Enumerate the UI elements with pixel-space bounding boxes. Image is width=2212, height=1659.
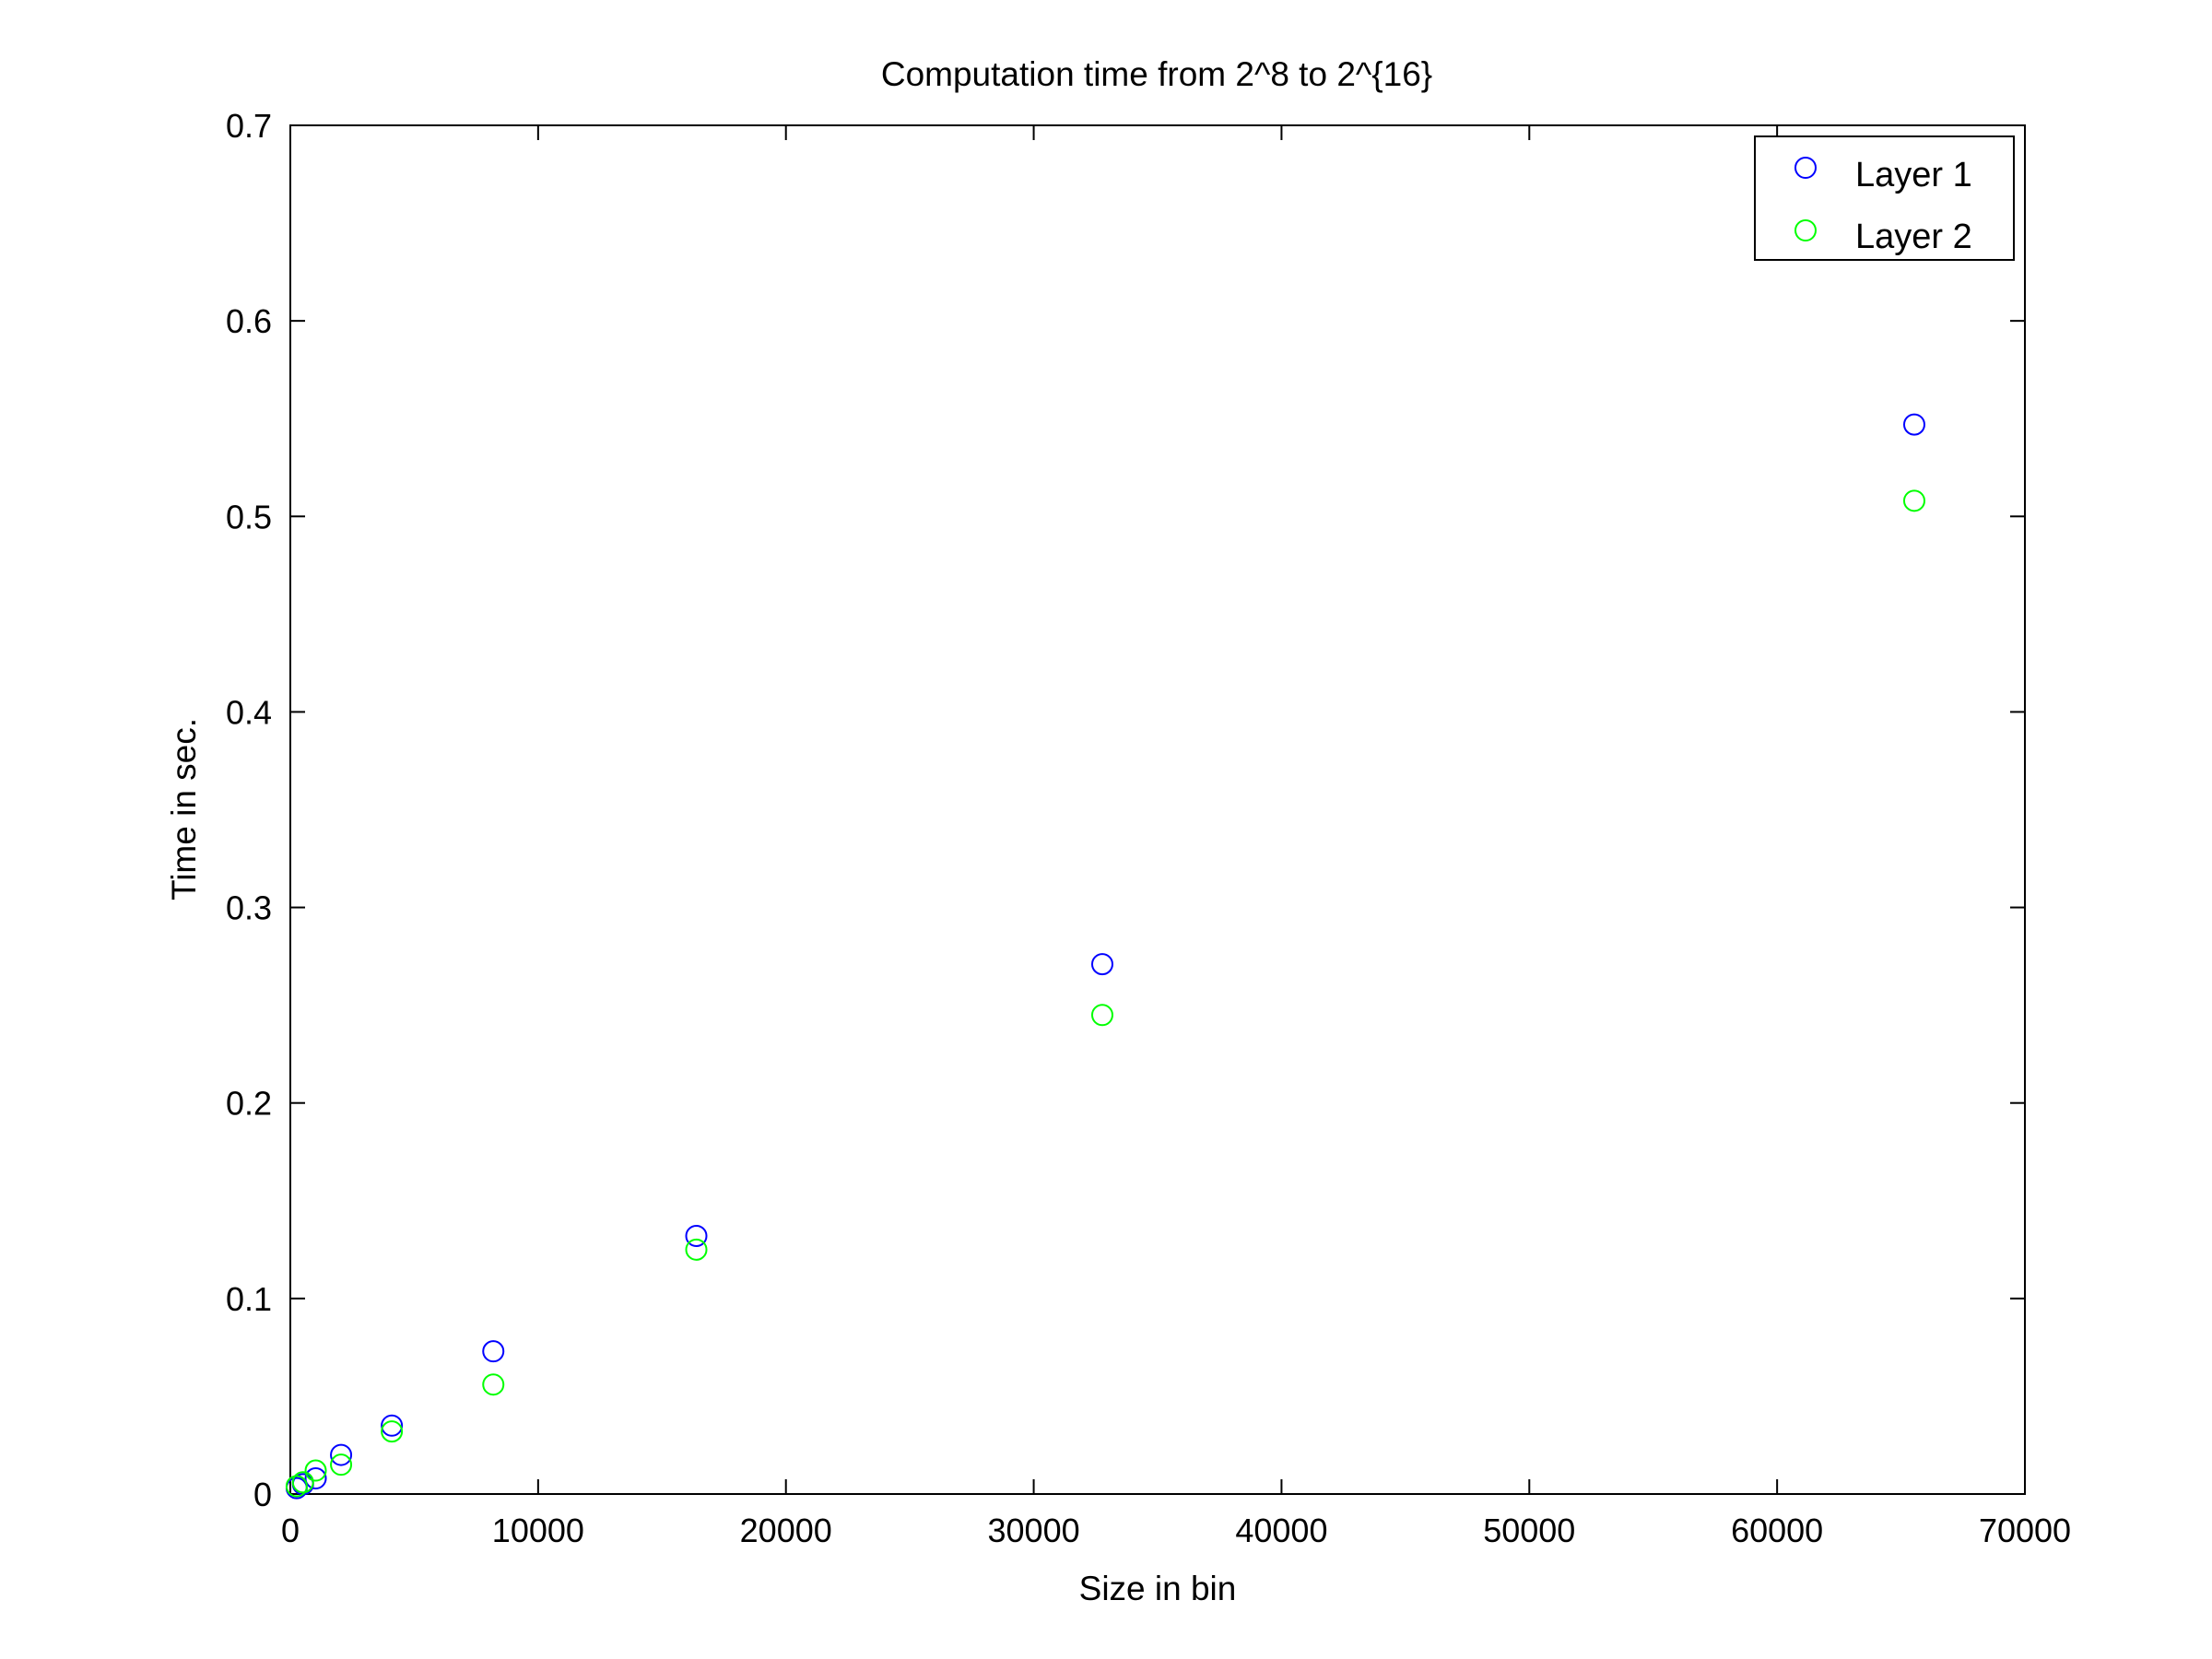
plot-area-frame [289,124,2026,1495]
x-tick-label: 20000 [740,1512,832,1549]
legend-marker-layer-1 [1794,157,1817,179]
data-point [1090,1004,1113,1027]
data-point [304,1459,327,1482]
y-tick-label: 0.1 [226,1280,272,1318]
x-axis-label: Size in bin [1079,1570,1237,1607]
data-point [1902,489,1925,512]
data-point [381,1414,404,1437]
y-tick-label: 0.4 [226,693,272,731]
data-point [285,1475,308,1498]
y-tick-label: 0.6 [226,302,272,340]
y-tick-label: 0.7 [226,107,272,145]
data-points [285,413,1925,1500]
x-tick-label: 60000 [1731,1512,1823,1549]
y-axis-label: Time in sec. [165,718,203,900]
data-point [685,1238,708,1261]
x-tick-label: 0 [281,1512,300,1549]
data-point [482,1340,505,1363]
y-tick-label: 0.3 [226,889,272,927]
data-point [1090,953,1113,976]
legend-box [1754,135,2015,261]
data-point [291,1471,314,1494]
x-tick-label: 30000 [988,1512,1080,1549]
data-point [330,1443,353,1466]
legend-marker-layer-2 [1794,219,1817,241]
y-tick-label: 0.2 [226,1085,272,1123]
data-point [304,1467,327,1490]
data-point [482,1373,505,1396]
x-tick-label: 50000 [1483,1512,1575,1549]
series-layer-2 [285,489,1925,1498]
chart-title: Computation time from 2^8 to 2^{16} [881,55,1432,93]
legend-label-layer-2: Layer 2 [1855,218,1972,256]
x-tick-label: 10000 [492,1512,584,1549]
data-point [685,1224,708,1247]
x-tick-label: 40000 [1235,1512,1327,1549]
legend-label-layer-1: Layer 1 [1855,156,1972,194]
axis-tick-labels: 0 10000 20000 30000 40000 50000 60000 70000 0 0.1… [226,107,2071,1549]
data-point [1902,413,1925,436]
legend: Layer 1 Layer 2 [1754,135,2015,261]
data-point [381,1420,404,1443]
data-point [330,1453,353,1477]
y-tick-label: 0 [253,1476,272,1513]
x-tick-label: 70000 [1979,1512,2071,1549]
y-tick-label: 0.5 [226,498,272,535]
